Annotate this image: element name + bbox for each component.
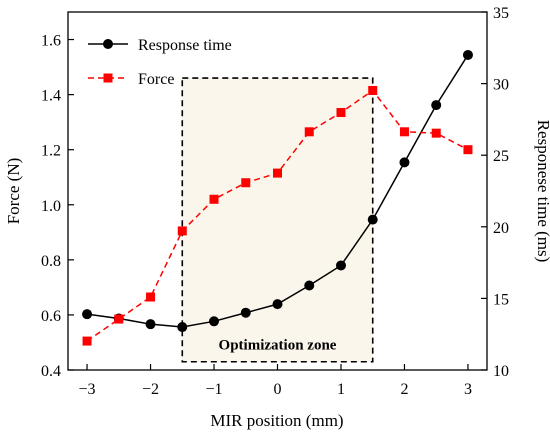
force-point [304,127,314,137]
y-left-tick-label: 1.4 [41,88,61,105]
y-left-tick-label: 1.6 [41,33,61,50]
optimization-zone [181,77,374,363]
y-left-tick-label: 0.6 [41,308,61,325]
y-left-tick-label: 0.4 [41,363,61,380]
x-tick-label: −3 [79,381,96,398]
x-tick-label: −2 [142,381,159,398]
x-tick-label: 2 [400,381,408,398]
force-point [82,336,92,346]
force-point [146,292,156,302]
y-right-tick-label: 15 [493,291,509,308]
x-tick-label: 1 [337,381,345,398]
legend-marker-1 [103,73,113,83]
force-point [241,178,251,188]
x-tick-label: 0 [274,381,282,398]
legend-marker-0 [103,39,113,49]
y-left-tick-label: 1.2 [41,143,61,160]
force-point [209,194,219,204]
y-right-tick-label: 20 [493,220,509,237]
force-point [399,127,409,137]
force-point [463,145,473,155]
y-axis-right-label: Responese time (ms) [534,120,550,263]
response-time-point [462,49,473,60]
response-time-point [209,316,220,327]
y-axis-left-label: Force (N) [4,158,23,225]
y-right-tick-label: 25 [493,148,509,165]
y-right-tick-label: 35 [493,5,509,22]
force-point [114,314,124,324]
y-left-tick-label: 1.0 [41,198,61,215]
x-tick-label: −1 [205,381,222,398]
legend-label-1: Force [138,71,174,88]
response-time-point [367,214,378,225]
x-axis-label: MIR position (mm) [210,411,343,430]
response-time-point [82,309,93,320]
y-right-tick-label: 10 [493,363,509,380]
force-point [431,128,441,138]
x-tick-label: 3 [464,381,472,398]
force-point [273,168,282,178]
response-time-point [240,307,251,318]
response-time-point [399,157,410,168]
response-time-point [335,260,346,271]
response-time-point [272,299,283,310]
force-point [177,226,187,236]
optimization-zone-label: Optimization zone [219,338,337,354]
force-point [336,108,346,118]
response-time-point [177,322,188,333]
response-time-point [304,280,315,291]
response-time-point [145,319,156,330]
response-time-point [431,100,442,111]
y-left-tick-label: 0.8 [41,253,61,270]
legend-label-0: Response time [138,37,232,54]
force-point [368,85,378,95]
y-right-tick-label: 30 [493,77,509,94]
